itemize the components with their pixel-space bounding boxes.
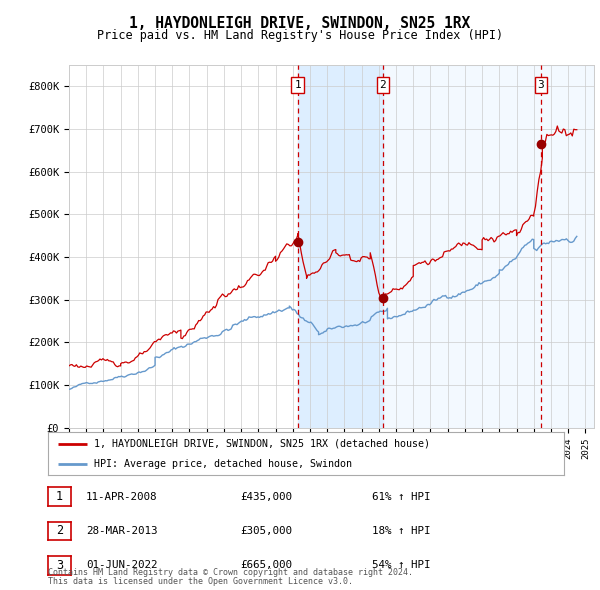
Bar bbox=[383, 65, 594, 428]
Text: £435,000: £435,000 bbox=[240, 492, 292, 502]
Text: 11-APR-2008: 11-APR-2008 bbox=[86, 492, 157, 502]
Bar bbox=[298, 65, 383, 428]
Text: 3: 3 bbox=[538, 80, 544, 90]
Text: 1, HAYDONLEIGH DRIVE, SWINDON, SN25 1RX (detached house): 1, HAYDONLEIGH DRIVE, SWINDON, SN25 1RX … bbox=[94, 439, 430, 449]
Text: £305,000: £305,000 bbox=[240, 526, 292, 536]
Text: 2: 2 bbox=[56, 525, 63, 537]
Text: Contains HM Land Registry data © Crown copyright and database right 2024.: Contains HM Land Registry data © Crown c… bbox=[48, 568, 413, 576]
Text: This data is licensed under the Open Government Licence v3.0.: This data is licensed under the Open Gov… bbox=[48, 577, 353, 586]
Text: 18% ↑ HPI: 18% ↑ HPI bbox=[372, 526, 431, 536]
Text: 54% ↑ HPI: 54% ↑ HPI bbox=[372, 560, 431, 570]
Text: 1: 1 bbox=[56, 490, 63, 503]
Text: Price paid vs. HM Land Registry's House Price Index (HPI): Price paid vs. HM Land Registry's House … bbox=[97, 29, 503, 42]
Text: £665,000: £665,000 bbox=[240, 560, 292, 570]
Text: 61% ↑ HPI: 61% ↑ HPI bbox=[372, 492, 431, 502]
Text: HPI: Average price, detached house, Swindon: HPI: Average price, detached house, Swin… bbox=[94, 460, 352, 469]
Text: 3: 3 bbox=[56, 559, 63, 572]
Text: 01-JUN-2022: 01-JUN-2022 bbox=[86, 560, 157, 570]
Text: 1: 1 bbox=[294, 80, 301, 90]
Text: 2: 2 bbox=[380, 80, 386, 90]
Text: 28-MAR-2013: 28-MAR-2013 bbox=[86, 526, 157, 536]
Text: 1, HAYDONLEIGH DRIVE, SWINDON, SN25 1RX: 1, HAYDONLEIGH DRIVE, SWINDON, SN25 1RX bbox=[130, 16, 470, 31]
